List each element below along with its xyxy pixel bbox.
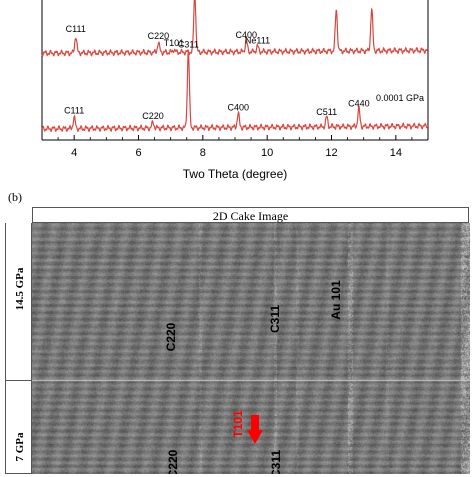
peak-label-1-4: C511 — [316, 107, 337, 117]
cake-label-au101: Au 101 — [329, 280, 343, 320]
peak-label-0-5: Ne111 — [245, 35, 270, 45]
peak-label-1-5: C440 — [348, 98, 370, 108]
x-tick-label: 14 — [390, 147, 402, 159]
cake-label-c311-top: C311 — [268, 304, 282, 334]
cake-image: C220 C311 Au 101 C220 T101 C311 — [32, 223, 470, 474]
cake-label-c220-bottom: C220 — [166, 449, 180, 474]
x-tick-label: 10 — [261, 147, 273, 159]
cake-image-panel: 2D Cake Image 14.5 GPa 7 GPa C220 C311 A… — [5, 206, 470, 474]
peak-label-1-0: C111 — [64, 105, 84, 115]
peak-label-0-2: T101 — [164, 38, 185, 48]
cake-label-t101: T101 — [231, 410, 245, 438]
x-tick-label: 12 — [325, 147, 337, 159]
xrd-series-0 — [41, 0, 429, 58]
pressure-column: 14.5 GPa 7 GPa — [5, 223, 33, 474]
down-arrow-icon — [247, 415, 263, 444]
xrd-series-1 — [41, 51, 429, 133]
peak-label-0-1: C220 — [148, 31, 170, 41]
x-tick-label: 4 — [71, 147, 77, 159]
cake-label-c220-top: C220 — [164, 322, 178, 352]
cake-title: 2D Cake Image — [212, 209, 289, 223]
pressure-divider — [6, 380, 33, 381]
peak-label-0-4: C400 — [236, 30, 258, 40]
pressure-label-14-5-gpa: 14.5 GPa — [14, 267, 26, 311]
x-tick-label: 6 — [135, 147, 141, 159]
cake-title-box: 2D Cake Image — [32, 207, 469, 223]
peak-label-1-2: C311 — [178, 40, 199, 50]
peak-label-1-3: C400 — [227, 103, 249, 113]
peak-label-0-0: C111 — [66, 24, 86, 34]
peak-label-1-1: C220 — [142, 111, 164, 121]
pressure-label-7-gpa: 7 GPa — [14, 432, 26, 462]
panel-b-label: (b) — [8, 190, 22, 204]
x-tick-label: 8 — [200, 147, 206, 159]
x-axis-label: Two Theta (degree) — [183, 167, 288, 181]
series-label-1: 0.0001 GPa — [376, 93, 424, 103]
cake-label-c311-bottom: C311 — [269, 449, 283, 474]
